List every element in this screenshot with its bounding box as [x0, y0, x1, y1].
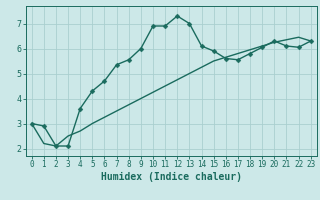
- X-axis label: Humidex (Indice chaleur): Humidex (Indice chaleur): [101, 172, 242, 182]
